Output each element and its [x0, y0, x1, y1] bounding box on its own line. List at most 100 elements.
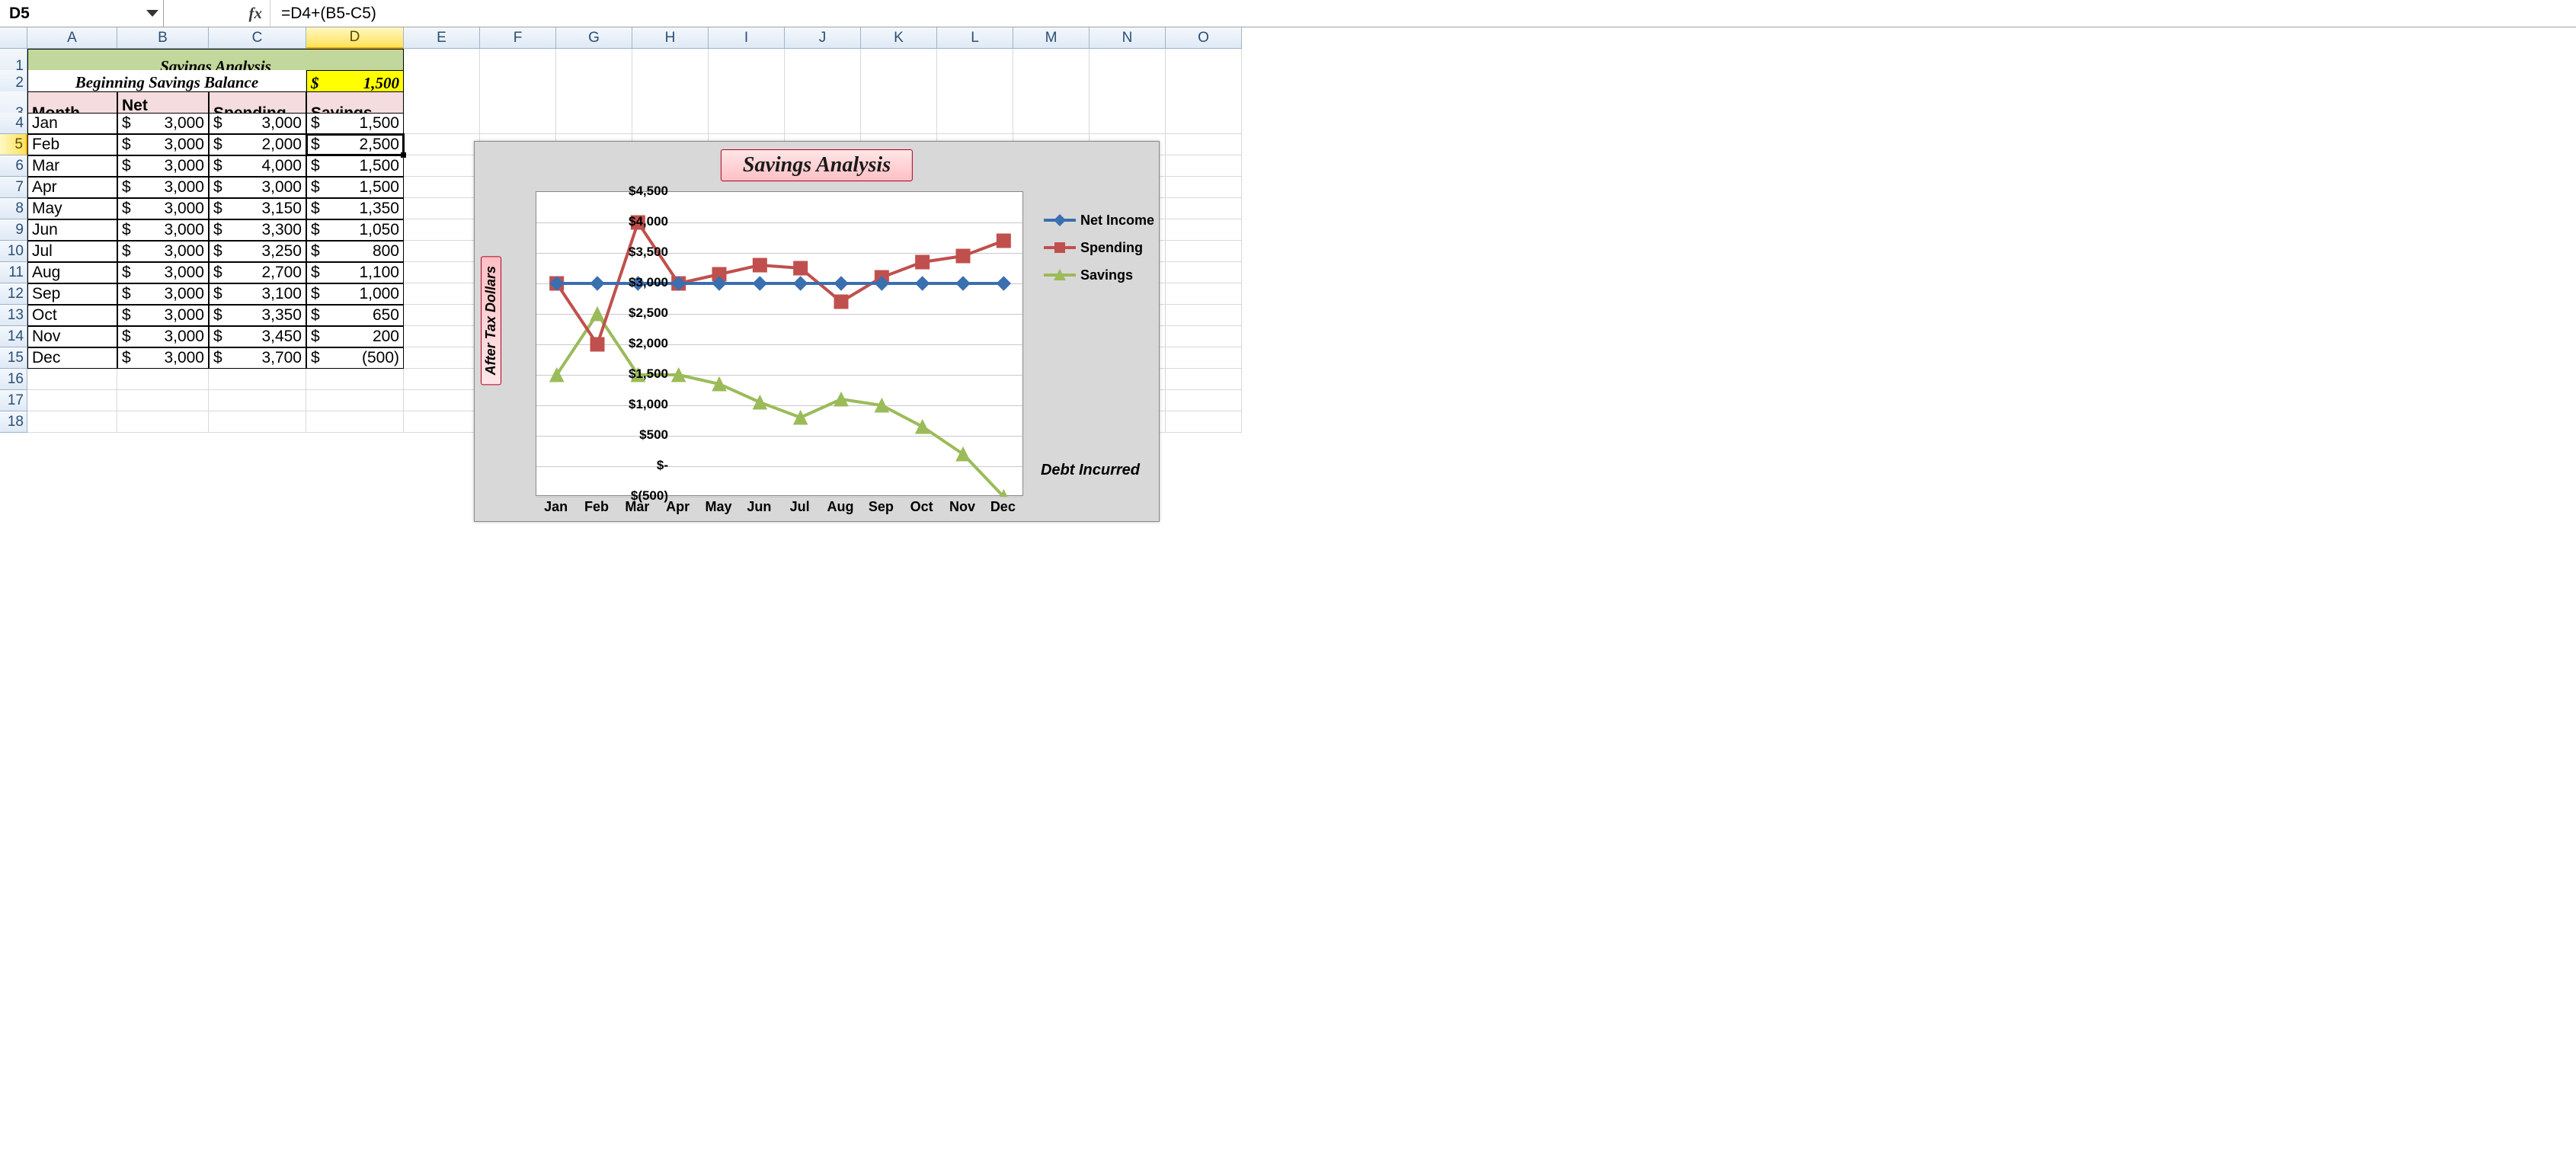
table-cell-month[interactable]: Jan: [27, 113, 117, 134]
row-header[interactable]: 11: [0, 262, 27, 283]
cell[interactable]: [404, 198, 480, 219]
cell[interactable]: [1166, 155, 1242, 177]
table-cell-month[interactable]: Dec: [27, 347, 117, 369]
table-cell-month[interactable]: Feb: [27, 134, 117, 155]
table-cell-savings[interactable]: $(500): [306, 347, 404, 369]
cell[interactable]: [209, 411, 306, 433]
cell[interactable]: [117, 369, 209, 390]
column-header[interactable]: J: [785, 27, 861, 49]
row-header[interactable]: 14: [0, 326, 27, 347]
table-cell-savings[interactable]: $200: [306, 326, 404, 347]
table-cell-savings[interactable]: $1,500: [306, 113, 404, 134]
table-cell-income[interactable]: $3,000: [117, 326, 209, 347]
table-cell-savings[interactable]: $1,000: [306, 283, 404, 305]
cell[interactable]: [1166, 390, 1242, 411]
table-cell-income[interactable]: $3,000: [117, 134, 209, 155]
table-cell-income[interactable]: $3,000: [117, 155, 209, 177]
row-header[interactable]: 15: [0, 347, 27, 369]
spreadsheet-grid[interactable]: ABCDEFGHIJKLMNO1Savings Analysis2Beginni…: [0, 27, 2576, 433]
table-cell-month[interactable]: Jun: [27, 219, 117, 241]
cell[interactable]: [27, 390, 117, 411]
cell[interactable]: [404, 113, 480, 134]
cell[interactable]: [1166, 219, 1242, 241]
row-header[interactable]: 16: [0, 369, 27, 390]
table-cell-month[interactable]: May: [27, 198, 117, 219]
cell[interactable]: [404, 369, 480, 390]
cell[interactable]: [404, 155, 480, 177]
name-box[interactable]: D5: [0, 0, 164, 27]
column-header[interactable]: O: [1166, 27, 1242, 49]
cell[interactable]: [306, 369, 404, 390]
cell[interactable]: [1166, 283, 1242, 305]
cell[interactable]: [1166, 241, 1242, 262]
cell[interactable]: [404, 283, 480, 305]
cell[interactable]: [1166, 134, 1242, 155]
cell[interactable]: [404, 177, 480, 198]
cell[interactable]: [209, 390, 306, 411]
table-cell-income[interactable]: $3,000: [117, 219, 209, 241]
cell[interactable]: [1166, 305, 1242, 326]
cell[interactable]: [1166, 113, 1242, 134]
legend-item[interactable]: Savings: [1044, 261, 1154, 289]
table-cell-spending[interactable]: $4,000: [209, 155, 306, 177]
cell[interactable]: [27, 369, 117, 390]
chevron-down-icon[interactable]: [146, 10, 158, 17]
fx-icon[interactable]: fx: [249, 4, 263, 23]
table-cell-spending[interactable]: $3,250: [209, 241, 306, 262]
formula-input[interactable]: =D4+(B5-C5): [270, 5, 376, 23]
table-cell-spending[interactable]: $3,150: [209, 198, 306, 219]
table-cell-spending[interactable]: $3,000: [209, 177, 306, 198]
table-cell-month[interactable]: Aug: [27, 262, 117, 283]
cell[interactable]: [117, 390, 209, 411]
cell[interactable]: [404, 262, 480, 283]
chart-annotation[interactable]: Debt Incurred: [1041, 462, 1140, 479]
table-cell-spending[interactable]: $2,000: [209, 134, 306, 155]
column-header[interactable]: B: [117, 27, 209, 49]
cell[interactable]: [404, 411, 480, 433]
column-header[interactable]: H: [632, 27, 709, 49]
cell[interactable]: [404, 305, 480, 326]
column-header[interactable]: K: [861, 27, 937, 49]
table-cell-income[interactable]: $3,000: [117, 113, 209, 134]
row-header[interactable]: 7: [0, 177, 27, 198]
table-cell-spending[interactable]: $3,700: [209, 347, 306, 369]
table-cell-spending[interactable]: $3,350: [209, 305, 306, 326]
row-header[interactable]: 8: [0, 198, 27, 219]
column-header[interactable]: L: [937, 27, 1013, 49]
table-cell-income[interactable]: $3,000: [117, 198, 209, 219]
cell[interactable]: [306, 390, 404, 411]
cell[interactable]: [1166, 347, 1242, 369]
cell[interactable]: [404, 326, 480, 347]
table-cell-month[interactable]: Sep: [27, 283, 117, 305]
cell[interactable]: [709, 113, 785, 134]
chart-title[interactable]: Savings Analysis: [721, 149, 913, 181]
table-cell-spending[interactable]: $3,000: [209, 113, 306, 134]
row-header[interactable]: 10: [0, 241, 27, 262]
cell[interactable]: [1166, 177, 1242, 198]
table-cell-savings[interactable]: $2,500: [306, 134, 404, 155]
row-header[interactable]: 5: [0, 134, 27, 155]
cell[interactable]: [404, 134, 480, 155]
column-header[interactable]: M: [1013, 27, 1090, 49]
chart-plot-area[interactable]: [536, 191, 1023, 496]
cell[interactable]: [632, 113, 709, 134]
cell[interactable]: [1166, 326, 1242, 347]
table-cell-income[interactable]: $3,000: [117, 347, 209, 369]
row-header[interactable]: 13: [0, 305, 27, 326]
column-header[interactable]: E: [404, 27, 480, 49]
cell[interactable]: [785, 113, 861, 134]
cell[interactable]: [117, 411, 209, 433]
table-cell-savings[interactable]: $800: [306, 241, 404, 262]
table-cell-spending[interactable]: $3,300: [209, 219, 306, 241]
chart-legend[interactable]: Net IncomeSpendingSavings: [1044, 206, 1154, 289]
column-header[interactable]: D: [306, 27, 404, 49]
cell[interactable]: [404, 241, 480, 262]
cell[interactable]: [404, 347, 480, 369]
cell[interactable]: [404, 219, 480, 241]
chart[interactable]: Savings Analysis After Tax Dollars Net I…: [474, 141, 1160, 522]
table-cell-savings[interactable]: $1,100: [306, 262, 404, 283]
cell[interactable]: [861, 113, 937, 134]
select-all-cell[interactable]: [0, 27, 27, 49]
cell[interactable]: [1013, 113, 1090, 134]
table-cell-spending[interactable]: $3,450: [209, 326, 306, 347]
